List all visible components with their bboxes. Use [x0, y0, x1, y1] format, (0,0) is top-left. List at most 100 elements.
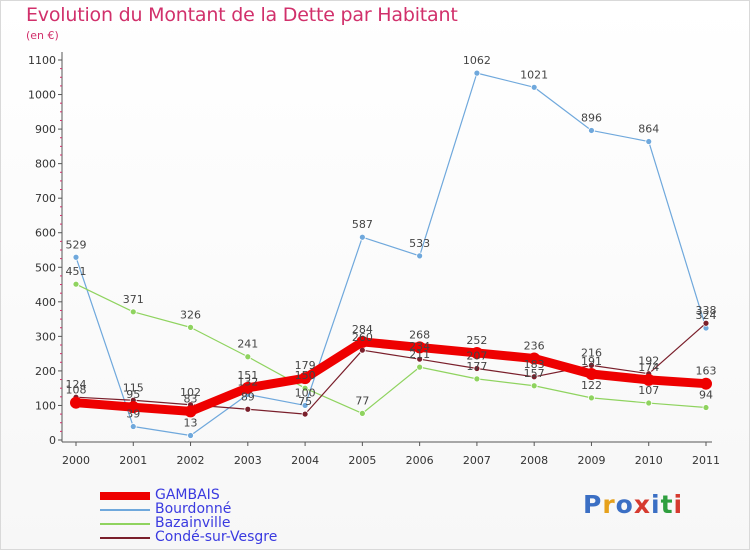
data-label: 324 — [696, 309, 717, 322]
data-label: 587 — [352, 218, 373, 231]
data-label: 533 — [409, 237, 430, 250]
data-label: 1062 — [463, 54, 491, 67]
data-point — [530, 382, 538, 390]
x-tick-label: 2010 — [635, 454, 663, 467]
data-point — [473, 69, 481, 77]
x-tick-label: 2006 — [406, 454, 434, 467]
x-tick-label: 2001 — [119, 454, 147, 467]
proxiti-logo: Proxiti — [583, 490, 684, 519]
data-label: 326 — [180, 308, 201, 321]
chart-title: Evolution du Montant de la Dette par Hab… — [26, 4, 458, 26]
data-label: 268 — [409, 328, 430, 341]
legend-swatch — [100, 523, 150, 525]
x-tick-label: 2002 — [177, 454, 205, 467]
legend-swatch — [100, 492, 150, 500]
data-point — [528, 352, 541, 365]
data-point — [187, 323, 194, 331]
legend-label: Condé-sur-Vesgre — [155, 529, 278, 545]
y-tick-label: 400 — [35, 296, 56, 309]
data-point — [530, 373, 538, 381]
data-point — [72, 280, 80, 288]
data-label: 183 — [524, 358, 545, 371]
data-label: 100 — [295, 386, 316, 399]
legend-swatch — [100, 537, 150, 539]
data-point — [241, 381, 254, 394]
data-label: 864 — [638, 123, 659, 136]
data-point — [642, 373, 655, 386]
data-label: 451 — [66, 265, 87, 278]
data-label: 241 — [237, 338, 258, 351]
data-point — [127, 401, 140, 414]
y-tick-label: 900 — [35, 123, 56, 136]
data-label: 151 — [237, 369, 258, 382]
data-label: 371 — [123, 293, 144, 306]
data-label: 107 — [638, 384, 659, 397]
data-point — [413, 341, 426, 354]
data-label: 95 — [126, 388, 140, 401]
data-point — [416, 252, 424, 260]
legend-label: Bazainville — [155, 515, 231, 531]
legend-label: GAMBAIS — [155, 487, 220, 503]
data-point — [473, 365, 481, 372]
legend-swatch — [100, 509, 150, 511]
data-point — [702, 319, 710, 327]
data-label: 124 — [66, 378, 87, 391]
data-point — [301, 384, 309, 392]
y-tick-label: 300 — [35, 330, 56, 343]
data-point — [301, 402, 309, 409]
data-label: 77 — [355, 394, 369, 407]
data-label: 13 — [184, 417, 198, 430]
data-label: 234 — [409, 340, 430, 353]
series-line-GAMBAIS — [71, 337, 711, 416]
x-tick-label: 2007 — [463, 454, 491, 467]
data-label: 89 — [241, 390, 255, 403]
data-label: 529 — [66, 238, 87, 251]
data-point — [585, 368, 598, 381]
data-point — [588, 394, 595, 402]
data-point — [244, 353, 252, 361]
y-tick-label: 600 — [35, 227, 56, 240]
data-point — [184, 405, 197, 418]
data-label: 896 — [581, 111, 602, 124]
data-point — [588, 127, 595, 134]
data-label: 115 — [123, 381, 144, 394]
data-point — [356, 335, 369, 348]
series-line-Bourdonné — [75, 72, 707, 437]
data-point — [187, 432, 194, 439]
data-point — [70, 396, 82, 409]
data-label: 122 — [581, 379, 602, 392]
y-tick-label: 1000 — [28, 89, 56, 102]
data-label: 236 — [524, 339, 545, 352]
data-label: 150 — [295, 369, 316, 382]
data-point — [530, 83, 538, 91]
x-tick-label: 2003 — [234, 454, 262, 467]
data-label: 207 — [466, 349, 487, 362]
data-point — [470, 346, 483, 359]
series-line-Condé-sur-Vesgre — [75, 322, 707, 415]
chart-unit-label: (en €) — [26, 29, 59, 42]
data-point — [416, 363, 424, 371]
data-label: 132 — [237, 375, 258, 388]
data-label: 174 — [638, 361, 659, 374]
data-point — [645, 399, 653, 407]
data-label: 102 — [180, 386, 201, 399]
data-label: 192 — [638, 355, 659, 368]
y-tick-label: 0 — [49, 434, 56, 447]
data-label: 108 — [66, 384, 87, 397]
x-tick-label: 2008 — [520, 454, 548, 467]
data-point — [129, 423, 137, 430]
data-point — [473, 375, 481, 383]
y-tick-label: 800 — [35, 158, 56, 171]
data-label: 191 — [581, 355, 602, 368]
data-point — [129, 308, 137, 316]
data-point — [700, 377, 712, 390]
data-label: 260 — [352, 331, 373, 344]
data-point — [72, 253, 80, 261]
data-label: 83 — [184, 392, 198, 405]
data-point — [645, 138, 653, 145]
y-tick-label: 200 — [35, 365, 56, 378]
data-label: 252 — [466, 334, 487, 347]
data-label: 75 — [298, 395, 312, 408]
